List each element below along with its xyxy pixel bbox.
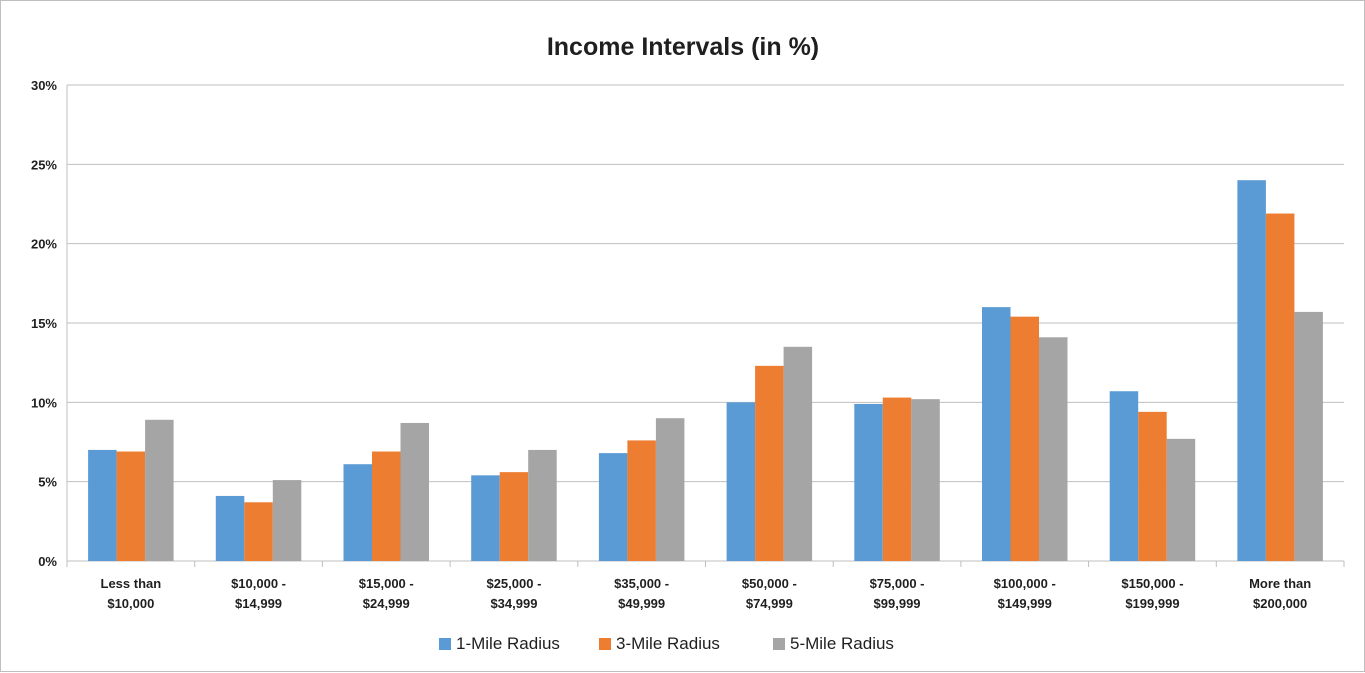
x-tick-label: $34,999: [490, 596, 537, 611]
x-tick-label: $99,999: [874, 596, 921, 611]
legend-swatch: [773, 638, 785, 650]
bar: [882, 397, 912, 561]
x-tick-label: $149,999: [998, 596, 1052, 611]
x-tick-label: $10,000: [107, 596, 154, 611]
x-tick-label: $200,000: [1253, 596, 1307, 611]
legend-label: 1-Mile Radius: [456, 634, 560, 653]
y-tick-label: 0%: [38, 554, 57, 569]
x-tick-label: $25,000 -: [486, 576, 541, 591]
y-tick-label: 10%: [31, 395, 57, 410]
bar: [528, 449, 557, 561]
x-tick-label: $50,000 -: [742, 576, 797, 591]
legend-label: 3-Mile Radius: [616, 634, 720, 653]
bar: [471, 475, 500, 561]
x-tick-label: $15,000 -: [359, 576, 414, 591]
legend-label: 5-Mile Radius: [790, 634, 894, 653]
x-tick-label: $199,999: [1125, 596, 1179, 611]
bar: [655, 418, 685, 561]
bar: [598, 453, 628, 561]
bar: [1166, 438, 1196, 561]
legend: 1-Mile Radius 3-Mile Radius 5-Mile Radius: [439, 634, 894, 653]
x-tick-label: $14,999: [235, 596, 282, 611]
bar: [755, 365, 784, 561]
y-tick-label: 25%: [31, 157, 57, 172]
bar: [499, 472, 529, 561]
bar: [726, 402, 756, 561]
bar: [116, 451, 146, 561]
bar: [1138, 411, 1167, 561]
x-tick-label: $49,999: [618, 596, 665, 611]
bar: [88, 449, 117, 561]
bar: [1039, 337, 1068, 561]
bar: [1265, 213, 1295, 561]
bar: [1010, 316, 1039, 561]
bar: [911, 399, 940, 561]
x-tick-label: More than: [1249, 576, 1311, 591]
legend-swatch: [599, 638, 611, 650]
bar: [215, 495, 245, 561]
bar: [145, 419, 174, 561]
bar: [627, 440, 656, 561]
y-axis-ticks: 0% 5% 10% 15% 20% 25% 30%: [31, 78, 57, 569]
x-tick-label: $75,000 -: [870, 576, 925, 591]
y-tick-label: 20%: [31, 237, 57, 252]
x-tick-label: $10,000 -: [231, 576, 286, 591]
x-tick-label: $100,000 -: [994, 576, 1056, 591]
bars: [88, 180, 1323, 561]
chart-title: Income Intervals (in %): [547, 33, 819, 61]
bar: [343, 464, 372, 561]
x-tick-label: $24,999: [363, 596, 410, 611]
bar: [400, 422, 429, 561]
y-tick-label: 30%: [31, 78, 57, 93]
bar: [1294, 311, 1323, 561]
bar: [1237, 180, 1266, 561]
y-tick-label: 15%: [31, 316, 57, 331]
bar: [244, 502, 273, 561]
bar: [272, 480, 302, 561]
bar: [1109, 391, 1139, 561]
x-tick-label: $150,000 -: [1121, 576, 1183, 591]
bar: [854, 403, 883, 561]
legend-swatch: [439, 638, 451, 650]
x-tick-label: Less than: [101, 576, 162, 591]
x-tick-label: $74,999: [746, 596, 793, 611]
bar: [372, 451, 401, 561]
x-tick-label: $35,000 -: [614, 576, 669, 591]
y-tick-label: 5%: [38, 475, 57, 490]
x-axis-ticks: Less than $10,000 $10,000 - $14,999 $15,000 …: [66, 561, 1345, 611]
bar: [982, 307, 1011, 561]
bar: [783, 346, 813, 561]
